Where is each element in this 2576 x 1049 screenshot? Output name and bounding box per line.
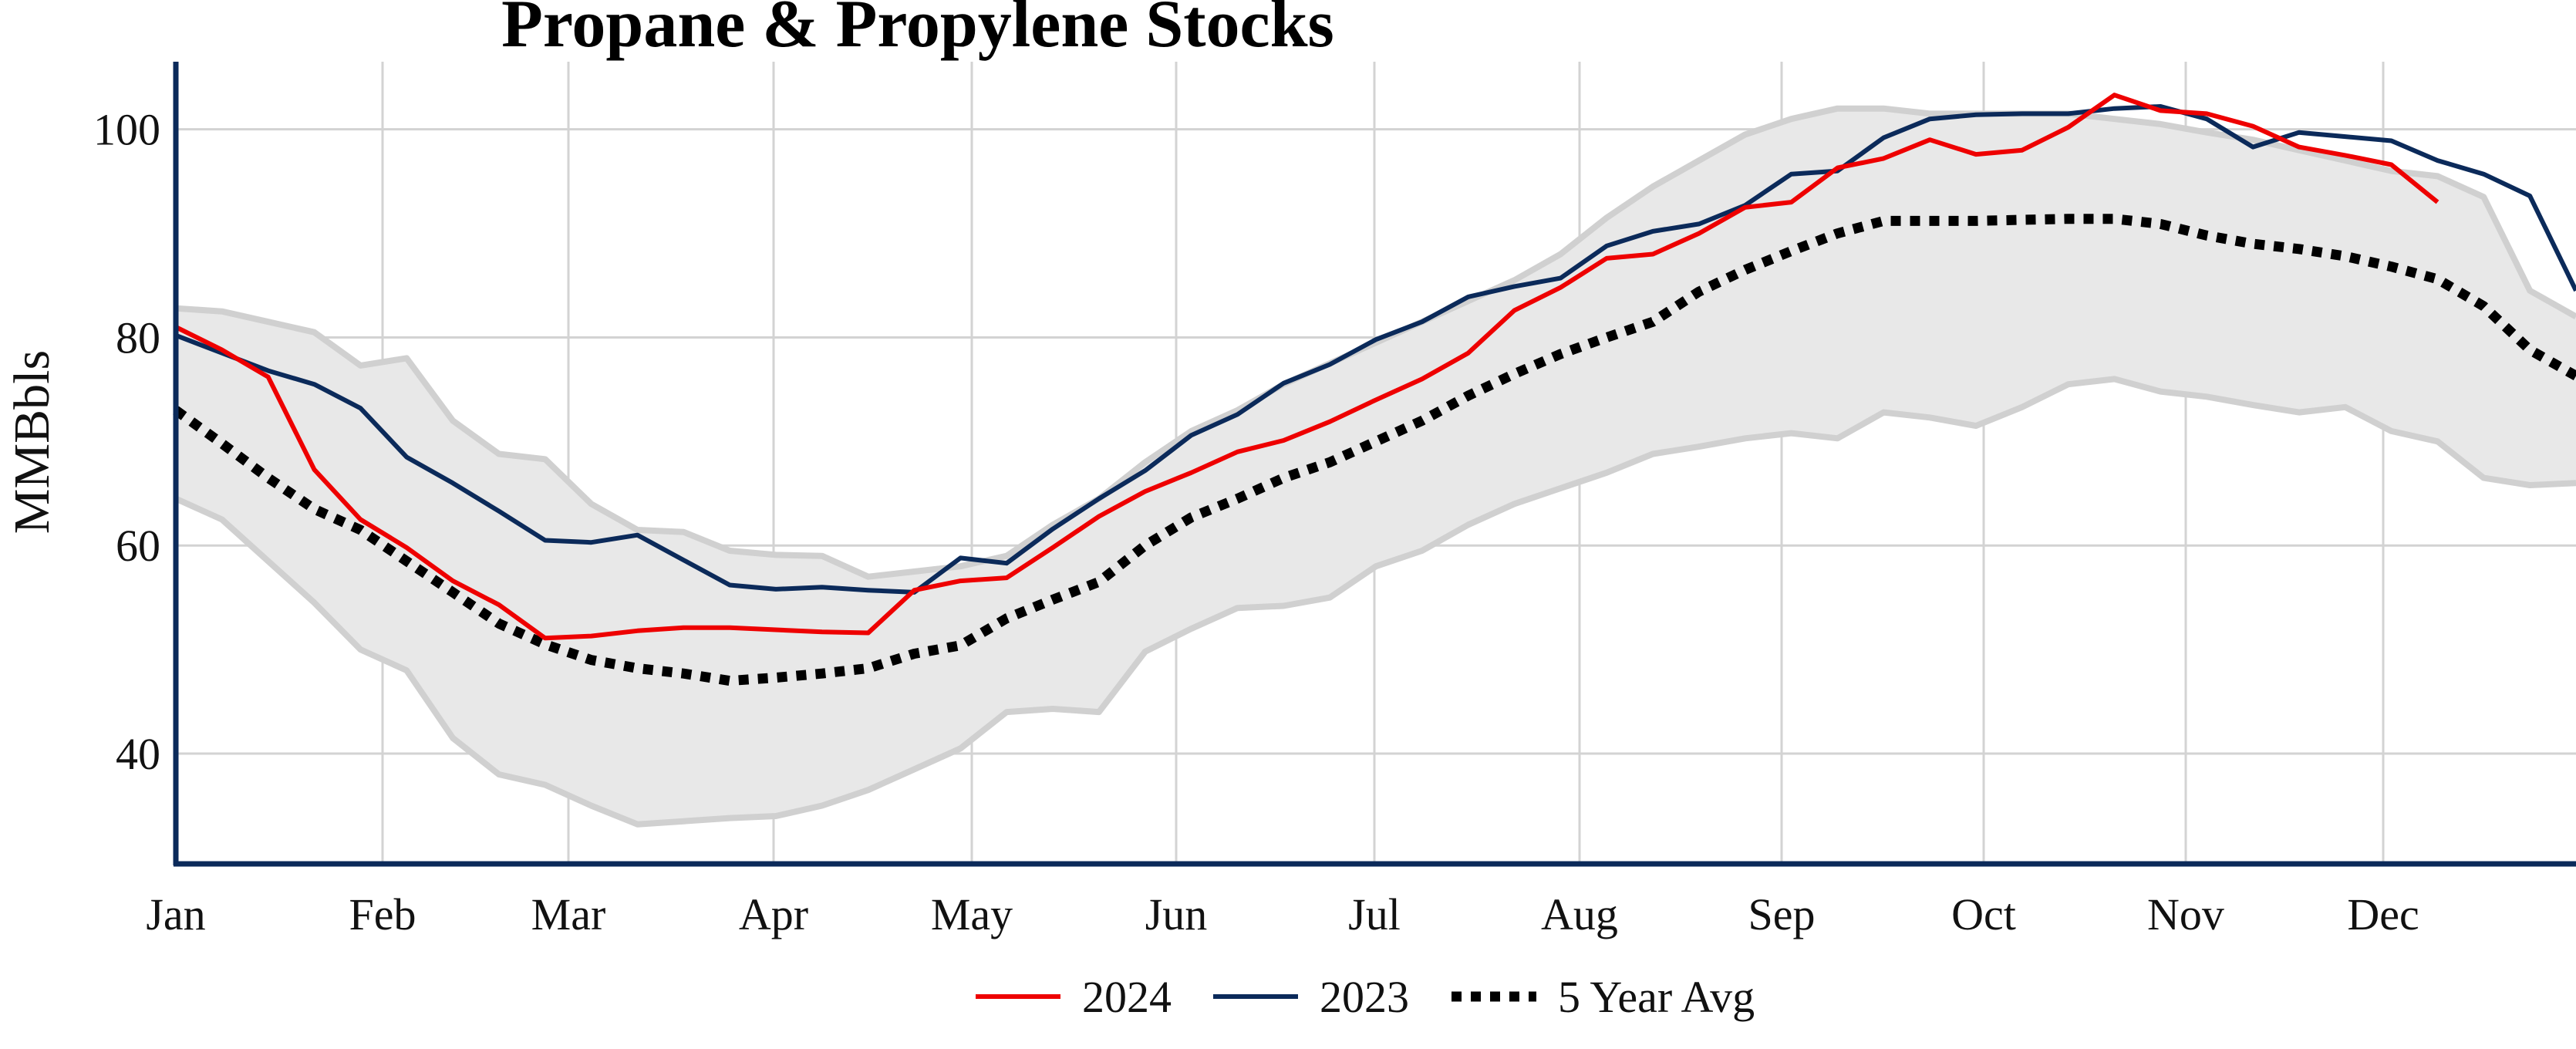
x-tick-label: Dec <box>2347 889 2419 939</box>
y-tick-label: 80 <box>116 312 160 363</box>
range-band-lower-edge <box>174 376 2576 828</box>
legend-label: 5 Year Avg <box>1558 972 1755 1022</box>
legend: 2024 2023 5 Year Avg <box>976 972 1755 1022</box>
range-band <box>174 105 2576 828</box>
series-line-5-year-avg <box>173 214 2576 686</box>
y-axis-label: MMBbls <box>4 350 60 534</box>
y-tick-label: 60 <box>116 521 160 571</box>
y-tick-labels: 40 60 80 100 <box>93 105 160 779</box>
legend-label: 2023 <box>1320 972 1409 1022</box>
x-tick-label: Jun <box>1145 889 1208 939</box>
range-band-upper-edge <box>175 105 2576 580</box>
axes <box>173 62 2576 867</box>
x-tick-label: Jul <box>1348 889 1401 939</box>
x-tick-label: Nov <box>2147 889 2224 939</box>
y-tick-label: 100 <box>93 105 160 155</box>
range-band-area <box>176 108 2576 825</box>
x-tick-label: May <box>931 889 1013 939</box>
x-tick-label: Apr <box>739 889 808 939</box>
legend-label: 2024 <box>1082 972 1172 1022</box>
chart-title: Propane & Propylene Stocks <box>501 0 1334 62</box>
x-tick-label: Oct <box>1951 889 2016 939</box>
x-tick-label: Feb <box>349 889 416 939</box>
series-line-2024 <box>174 93 2439 641</box>
x-tick-label: Sep <box>1748 889 1816 939</box>
x-tick-label: Jan <box>146 889 205 939</box>
x-tick-label: Mar <box>531 889 606 939</box>
y-tick-label: 40 <box>116 729 160 779</box>
x-tick-label: Aug <box>1541 889 1618 939</box>
x-tick-labels: Jan Feb Mar Apr May Jun Jul Aug Sep Oct Nov Dec <box>146 889 2419 939</box>
series-lines <box>173 93 2576 686</box>
